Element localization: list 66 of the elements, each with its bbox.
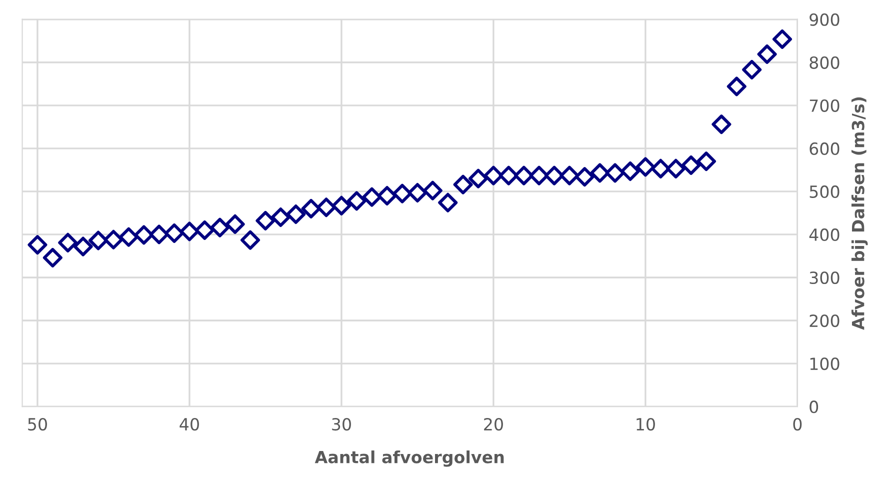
point xyxy=(58,232,78,252)
x-tick-label: 50 xyxy=(28,418,47,431)
point xyxy=(742,60,762,80)
point xyxy=(377,186,397,206)
point xyxy=(620,161,640,181)
point xyxy=(650,158,670,178)
point xyxy=(301,198,321,218)
point xyxy=(453,174,473,194)
point xyxy=(484,166,504,186)
point xyxy=(346,191,366,211)
point xyxy=(681,155,701,175)
y-tick-label: 800 xyxy=(810,56,840,69)
point xyxy=(73,236,93,256)
point xyxy=(468,168,488,188)
point xyxy=(438,192,458,212)
point xyxy=(726,76,746,96)
point xyxy=(88,230,108,250)
point xyxy=(104,230,124,250)
point xyxy=(666,158,686,178)
point xyxy=(332,196,352,216)
point xyxy=(696,152,716,172)
point xyxy=(118,227,138,247)
point xyxy=(240,230,260,250)
point xyxy=(362,187,382,207)
x-tick-label: 40 xyxy=(180,418,199,431)
point xyxy=(636,157,656,177)
x-axis-title: Aantal afvoergolven xyxy=(314,450,504,467)
point xyxy=(180,222,200,242)
x-tick-label: 0 xyxy=(793,418,802,431)
y-tick-label: 700 xyxy=(810,99,840,112)
point xyxy=(134,225,154,245)
point xyxy=(408,182,428,202)
x-tick-label: 10 xyxy=(636,418,655,431)
y-tick-label: 200 xyxy=(810,314,840,328)
point xyxy=(422,180,442,200)
point xyxy=(256,210,276,230)
y-tick-label: 600 xyxy=(810,142,840,155)
x-tick-label: 30 xyxy=(332,418,351,431)
point xyxy=(529,166,549,186)
point xyxy=(164,223,184,243)
point xyxy=(194,220,214,240)
point xyxy=(286,204,306,224)
x-tick-label: 20 xyxy=(484,418,503,431)
point xyxy=(28,235,48,255)
point xyxy=(574,167,594,187)
y-axis-title: Afvoer bij Dalfsen (m3/s) xyxy=(851,97,868,330)
point xyxy=(712,114,732,134)
point xyxy=(42,248,62,268)
point xyxy=(605,163,625,183)
point xyxy=(270,208,290,228)
point xyxy=(544,166,564,186)
y-tick-label: 0 xyxy=(810,400,818,414)
point xyxy=(149,224,169,244)
y-tick-label: 300 xyxy=(810,271,840,284)
point xyxy=(316,198,336,218)
point xyxy=(772,29,792,49)
y-tick-label: 900 xyxy=(810,13,840,26)
point xyxy=(225,214,245,234)
point xyxy=(210,218,230,238)
point xyxy=(392,184,412,204)
point xyxy=(560,166,580,186)
y-tick-label: 500 xyxy=(810,185,840,198)
point xyxy=(498,166,518,186)
y-tick-label: 100 xyxy=(810,358,840,370)
point xyxy=(757,44,777,64)
y-tick-label: 400 xyxy=(809,228,840,242)
